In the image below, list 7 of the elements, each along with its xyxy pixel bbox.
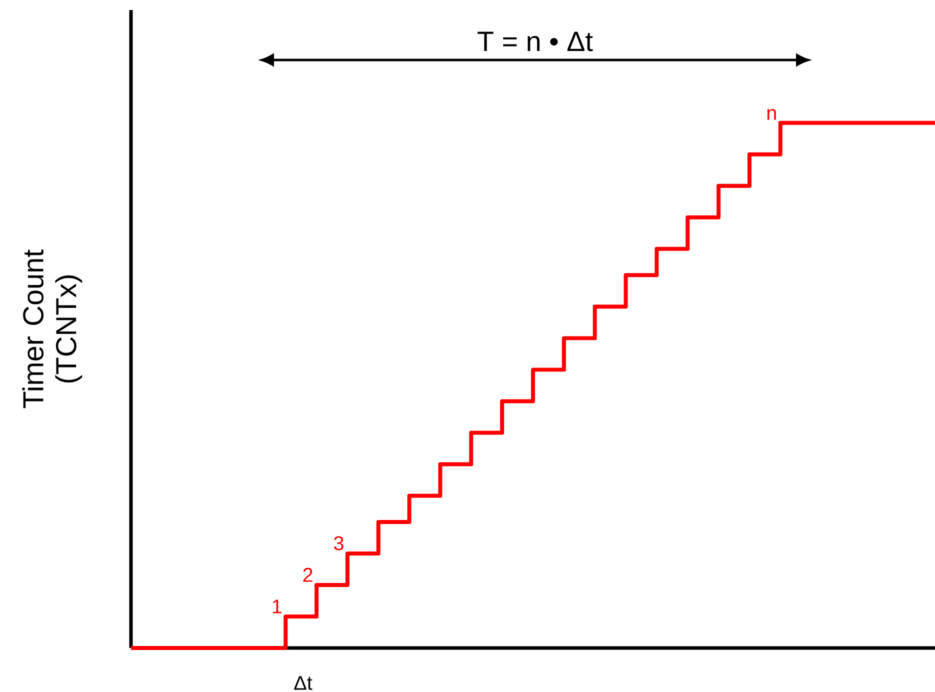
annotation: 2 <box>303 568 312 582</box>
annotation: 1 <box>272 600 282 614</box>
annotation: 3 <box>334 536 344 550</box>
text: n <box>767 108 776 120</box>
text: Δt <box>294 676 312 690</box>
y-axis-title: Timer Count (TCNTx) <box>22 250 82 408</box>
text: T = n • Δt <box>478 32 593 52</box>
